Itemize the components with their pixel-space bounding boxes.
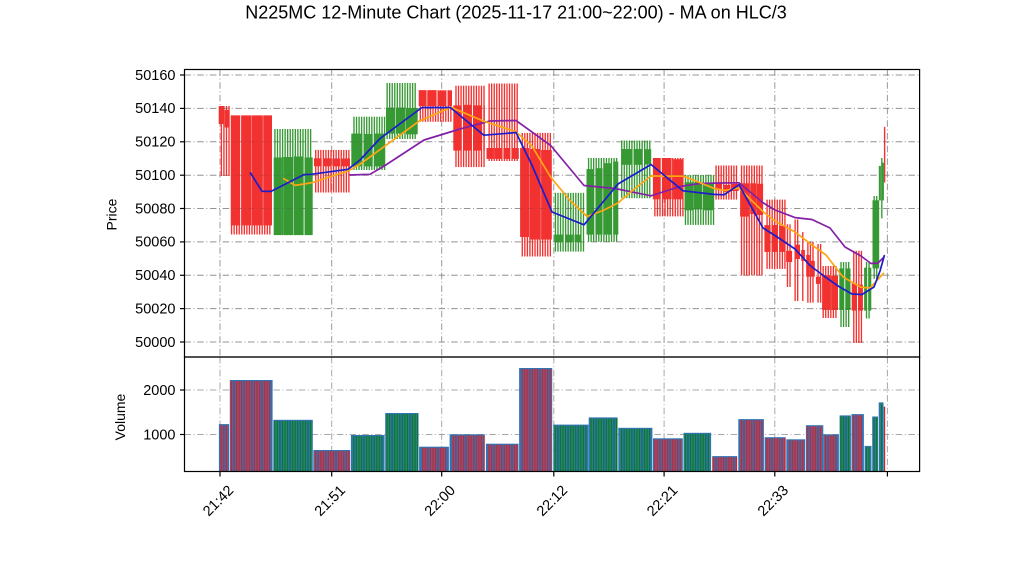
svg-text:Volume: Volume [112,393,128,440]
svg-text:50160: 50160 [135,68,175,84]
svg-text:50140: 50140 [135,101,175,117]
svg-text:50020: 50020 [135,301,175,317]
svg-text:50120: 50120 [135,135,175,151]
svg-text:50000: 50000 [135,335,175,351]
svg-text:50100: 50100 [135,168,175,184]
svg-text:1000: 1000 [143,427,175,443]
svg-text:50080: 50080 [135,201,175,217]
svg-text:50060: 50060 [135,235,175,251]
svg-text:50040: 50040 [135,268,175,284]
svg-text:N225MC 12-Minute Chart (2025-1: N225MC 12-Minute Chart (2025-11-17 21:00… [245,3,786,23]
svg-text:Price: Price [104,198,120,230]
svg-text:2000: 2000 [143,383,175,399]
